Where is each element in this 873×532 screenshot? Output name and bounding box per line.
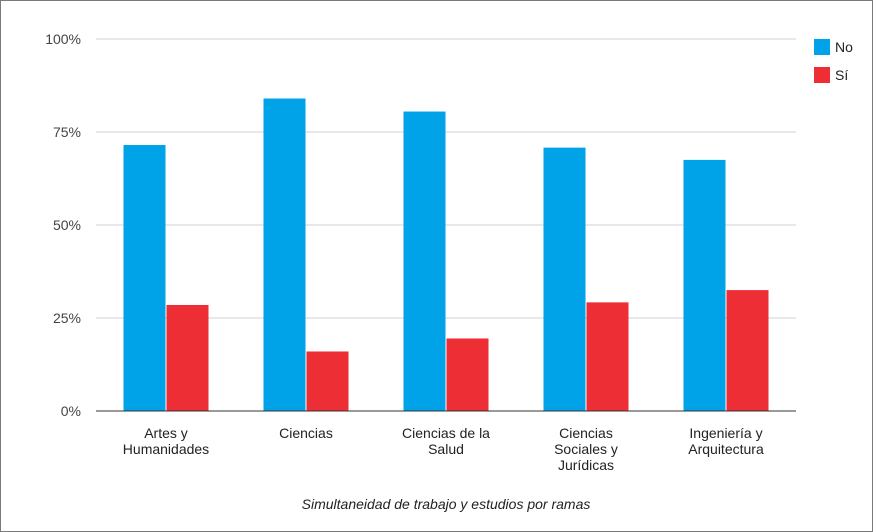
x-tick-label: Ciencias de la Salud bbox=[402, 425, 490, 457]
x-tick-label: Ciencias Sociales y Jurídicas bbox=[554, 425, 618, 473]
y-tick-label: 75% bbox=[53, 124, 81, 140]
x-axis-label: Simultaneidad de trabajo y estudios por … bbox=[302, 496, 591, 512]
y-tick-label: 0% bbox=[61, 403, 81, 419]
bar-si bbox=[166, 304, 209, 411]
bar-no bbox=[403, 111, 446, 411]
bar-no bbox=[543, 147, 586, 411]
bar-si bbox=[586, 302, 629, 411]
legend-label: Sí bbox=[835, 67, 848, 83]
legend-swatch bbox=[814, 67, 830, 83]
x-tick-label: Artes y Humanidades bbox=[123, 425, 209, 457]
legend: No Sí bbox=[814, 39, 853, 83]
bar-no bbox=[123, 145, 166, 411]
y-tick-label: 50% bbox=[53, 217, 81, 233]
y-tick-label: 100% bbox=[45, 31, 81, 47]
x-axis-categories: Artes y Humanidades Ciencias Ciencias de la… bbox=[123, 425, 764, 473]
x-tick-label: Ingeniería y Arquitectura bbox=[688, 425, 764, 457]
y-axis-ticks: 0% 25% 50% 75% 100% bbox=[45, 31, 81, 419]
x-tick-label: Ciencias bbox=[279, 425, 333, 441]
bar-si bbox=[306, 351, 349, 411]
y-tick-label: 25% bbox=[53, 310, 81, 326]
bars bbox=[123, 98, 769, 412]
bar-si bbox=[446, 338, 489, 411]
bar-no bbox=[263, 98, 306, 412]
legend-swatch bbox=[814, 39, 830, 55]
bar-si bbox=[726, 290, 769, 411]
legend-label: No bbox=[835, 39, 853, 55]
bar-no bbox=[683, 159, 726, 411]
